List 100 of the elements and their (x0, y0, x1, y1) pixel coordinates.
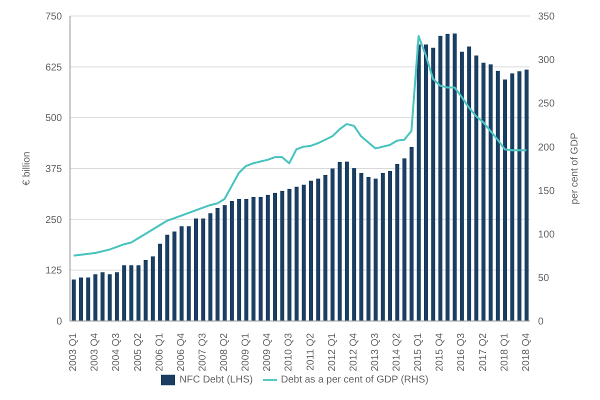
bar (201, 218, 206, 321)
bar (258, 196, 263, 321)
y2-tick-label: 0 (538, 316, 544, 328)
x-tick-label: 2010 Q3 (284, 332, 295, 372)
x-tick-label: 2004 Q3 (111, 332, 122, 372)
y2-axis-title: per cent of GDP (570, 132, 581, 204)
bar (323, 175, 328, 321)
bar (410, 146, 414, 321)
x-tick-label: 2012 Q4 (348, 332, 360, 372)
bar (216, 208, 220, 321)
x-tick-label: 2013 Q3 (370, 332, 381, 372)
bar (122, 265, 126, 321)
bar (129, 265, 134, 321)
bar (488, 64, 493, 321)
bar (388, 170, 392, 321)
y2-tick-label: 250 (538, 98, 556, 110)
x-tick-label: 2015 Q4 (434, 332, 446, 372)
x-tick-label: 2014 Q2 (392, 332, 403, 372)
bar (93, 274, 98, 321)
bar (316, 178, 320, 321)
x-tick-label: 2003 Q4 (90, 332, 101, 372)
bar (158, 244, 162, 321)
bar (446, 34, 450, 321)
x-tick-label: 2016 Q3 (456, 332, 468, 372)
bar (467, 46, 472, 321)
bar (114, 272, 119, 321)
x-tick-label: 2009 Q1 (240, 332, 252, 372)
bar (144, 260, 148, 321)
bar (359, 172, 364, 321)
bar (510, 73, 514, 321)
bar (136, 265, 140, 321)
x-tick-label: 2017 Q2 (478, 332, 489, 372)
y2-tick-label: 50 (538, 272, 550, 284)
x-tick-label: 2009 Q4 (262, 332, 274, 372)
bar (287, 188, 292, 321)
x-tick-label: 2007 Q3 (197, 332, 208, 372)
bar (230, 201, 234, 321)
y2-tick-label: 100 (538, 229, 556, 240)
bar (294, 186, 299, 321)
bar (100, 272, 105, 321)
bar (344, 162, 349, 321)
bar (474, 55, 478, 321)
line-series (72, 35, 528, 257)
bar (438, 36, 442, 321)
bar (524, 70, 529, 321)
x-tick-label: 2006 Q1 (154, 332, 166, 372)
y-tick-label: 0 (56, 316, 62, 328)
bar (280, 190, 284, 321)
bar (452, 33, 457, 321)
bar (402, 158, 406, 321)
bar (186, 226, 191, 321)
x-tick-label: 2015 Q1 (413, 332, 424, 372)
bar (108, 274, 112, 321)
bar (244, 199, 248, 321)
bar (308, 180, 313, 321)
bar (380, 172, 385, 321)
legend-label: Debt as a per cent of GDP (RHS) (280, 374, 428, 386)
y-tick-label: 375 (45, 164, 62, 176)
bar (273, 192, 278, 321)
bar (330, 168, 335, 321)
bar (266, 194, 270, 321)
bar (352, 168, 356, 321)
bar (194, 218, 198, 321)
x-tick-label: 2006 Q4 (176, 332, 187, 372)
bar (251, 196, 256, 321)
bar (72, 280, 76, 321)
bar (208, 213, 212, 321)
bar (237, 199, 242, 321)
y-tick-label: 500 (45, 113, 62, 124)
y-tick-label: 125 (45, 266, 62, 277)
y2-tick-label: 300 (538, 55, 556, 66)
bar (481, 62, 486, 321)
bar (222, 205, 227, 321)
bar (460, 52, 464, 321)
y2-tick-label: 200 (538, 142, 556, 154)
bar (395, 164, 400, 321)
x-tick-label: 2005 Q2 (132, 332, 144, 372)
bar (302, 184, 306, 321)
bar (78, 277, 83, 321)
bar (424, 44, 428, 321)
x-tick-label: 2003 Q1 (68, 332, 80, 372)
x-tick-label: 2008 Q2 (219, 332, 230, 372)
y-axis-title: € billion (22, 152, 33, 186)
bar (416, 44, 421, 321)
bar (150, 256, 155, 321)
x-tick-label: 2012 Q1 (326, 332, 338, 372)
x-tick-label: 2018 Q4 (520, 332, 532, 372)
bar (165, 234, 170, 321)
bar (180, 226, 184, 321)
bar (496, 70, 500, 321)
bar (431, 48, 436, 321)
x-tick-label: 2011 Q2 (305, 332, 316, 371)
bar (338, 162, 342, 321)
bar (86, 277, 90, 321)
legend-label: NFC Debt (LHS) (179, 374, 253, 386)
bar (374, 178, 378, 321)
bar (503, 79, 508, 321)
x-tick-label: 2018 Q1 (499, 332, 510, 372)
bar (366, 177, 370, 321)
y-tick-label: 625 (45, 62, 62, 74)
